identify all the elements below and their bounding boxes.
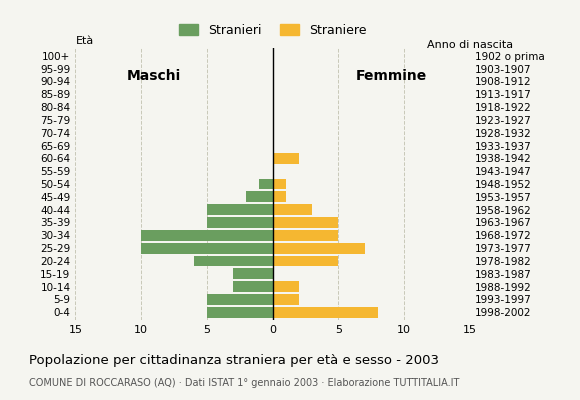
Bar [273, 204, 312, 215]
Bar [273, 178, 286, 190]
Bar [273, 256, 338, 266]
Text: Femmine: Femmine [356, 68, 426, 82]
Bar [207, 217, 273, 228]
Bar [194, 256, 273, 266]
Bar [273, 243, 365, 254]
Bar [273, 217, 338, 228]
Bar [207, 307, 273, 318]
Text: Popolazione per cittadinanza straniera per età e sesso - 2003: Popolazione per cittadinanza straniera p… [29, 354, 439, 367]
Bar [273, 307, 378, 318]
Text: COMUNE DI ROCCARASO (AQ) · Dati ISTAT 1° gennaio 2003 · Elaborazione TUTTITALIA.: COMUNE DI ROCCARASO (AQ) · Dati ISTAT 1°… [29, 378, 459, 388]
Y-axis label: Anno di nascita: Anno di nascita [427, 40, 513, 50]
Bar [207, 294, 273, 305]
Bar [141, 230, 273, 241]
Bar [273, 153, 299, 164]
Bar [141, 243, 273, 254]
Bar [246, 191, 273, 202]
Bar [207, 204, 273, 215]
Bar [273, 191, 286, 202]
Legend: Stranieri, Straniere: Stranieri, Straniere [174, 19, 371, 42]
Bar [273, 294, 299, 305]
Text: Età: Età [75, 36, 93, 46]
Bar [233, 281, 273, 292]
Text: Maschi: Maschi [127, 68, 182, 82]
Bar [273, 230, 338, 241]
Bar [233, 268, 273, 279]
Bar [259, 178, 273, 190]
Bar [273, 281, 299, 292]
